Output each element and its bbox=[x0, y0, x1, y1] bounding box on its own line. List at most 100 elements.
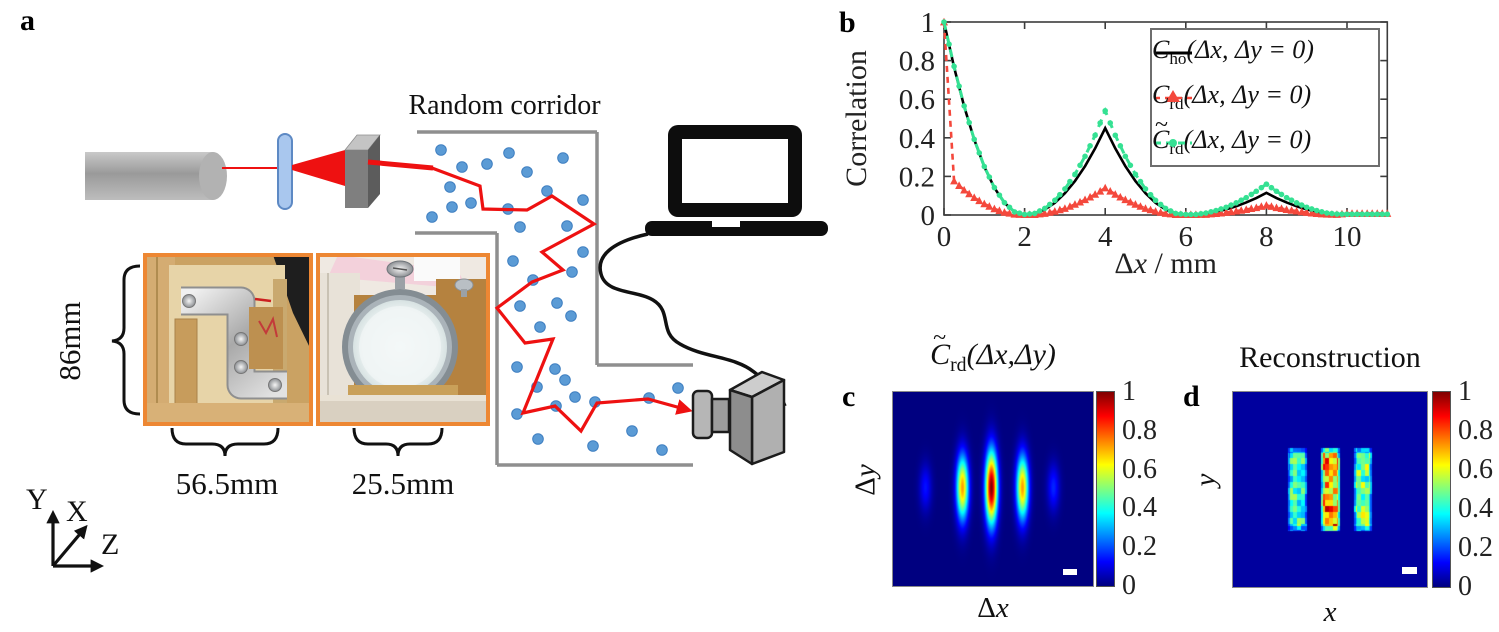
marker-dot bbox=[1198, 210, 1204, 217]
y-tick-label: 0 bbox=[921, 200, 936, 232]
marker-triangle bbox=[1302, 208, 1311, 216]
expanding-beam bbox=[292, 150, 345, 186]
marker-dot bbox=[1167, 208, 1174, 214]
marker-dot bbox=[1077, 162, 1083, 169]
colorbar-tick-label: 0 bbox=[1458, 571, 1472, 602]
marker-dot bbox=[966, 119, 972, 126]
scatterer-dot bbox=[656, 444, 668, 456]
marker-dot bbox=[1218, 206, 1224, 212]
marker-dot bbox=[1308, 206, 1315, 212]
axis-label-z: Z bbox=[101, 528, 120, 561]
brace-height bbox=[111, 264, 141, 416]
heatmap-c-ylabel: Δy bbox=[849, 464, 882, 496]
marker-triangle bbox=[1277, 204, 1286, 213]
marker-dot bbox=[1374, 211, 1381, 218]
marker-dot bbox=[1157, 201, 1164, 208]
scatterer-dot bbox=[426, 211, 438, 223]
photo2-border bbox=[316, 253, 490, 426]
marker-triangle bbox=[955, 181, 964, 189]
marker-triangle bbox=[1136, 202, 1145, 210]
scatterer-dot bbox=[577, 194, 589, 206]
dim-86mm: 86mm bbox=[52, 301, 87, 381]
marker-dot bbox=[946, 41, 952, 47]
marker-dot bbox=[1344, 211, 1350, 218]
scatterer-dot bbox=[587, 440, 599, 452]
beam-zigzag-path bbox=[431, 166, 693, 434]
scatterer-dot bbox=[541, 185, 553, 197]
marker-dot bbox=[981, 163, 988, 170]
marker-triangle bbox=[1151, 207, 1160, 215]
marker-dot bbox=[1263, 181, 1270, 187]
marker-dot bbox=[1152, 197, 1159, 204]
heatmap-d-ylabel: y bbox=[1189, 473, 1222, 487]
scalebar-c bbox=[1063, 569, 1077, 575]
marker-triangle bbox=[1005, 209, 1014, 217]
marker-dot bbox=[1031, 210, 1038, 217]
marker-dot bbox=[1364, 211, 1370, 218]
scatterer-dot bbox=[511, 408, 523, 420]
brace-corridor-width bbox=[170, 427, 280, 457]
dim-25-5mm: 25.5mm bbox=[351, 466, 455, 501]
marker-triangle bbox=[980, 199, 989, 208]
legend-row-cho: Cho(Δx, Δy = 0) bbox=[1152, 30, 1378, 75]
panel-a-letter: a bbox=[20, 4, 35, 37]
scatterer-dot bbox=[446, 201, 458, 213]
marker-triangle bbox=[1287, 206, 1296, 214]
marker-dot bbox=[1359, 211, 1365, 218]
scatterer-dot bbox=[549, 363, 561, 375]
marker-dot bbox=[1243, 194, 1250, 201]
diffuser-plate bbox=[344, 134, 381, 208]
marker-triangle bbox=[975, 196, 984, 205]
marker-dot bbox=[1041, 205, 1048, 212]
marker-dot bbox=[1193, 211, 1199, 218]
marker-triangle bbox=[1076, 197, 1085, 206]
brace-diffuser-width bbox=[352, 427, 444, 457]
marker-triangle bbox=[1282, 205, 1291, 213]
marker-dot bbox=[1092, 132, 1098, 139]
marker-dot bbox=[1369, 211, 1375, 218]
marker-dot bbox=[971, 136, 978, 143]
laser-source bbox=[85, 152, 227, 200]
laptop-icon bbox=[645, 125, 828, 236]
marker-dot bbox=[941, 19, 947, 25]
beam-into-corridor bbox=[367, 159, 434, 171]
marker-triangle bbox=[1121, 195, 1130, 204]
x-tick-label: 0 bbox=[937, 221, 952, 253]
marker-triangle bbox=[1106, 186, 1115, 195]
marker-dot bbox=[951, 63, 957, 70]
marker-dot bbox=[961, 103, 967, 109]
marker-dot bbox=[1036, 208, 1043, 214]
colorbar-tick-label: 0.4 bbox=[1122, 492, 1157, 524]
marker-dot bbox=[1172, 210, 1179, 217]
marker-triangle bbox=[1307, 208, 1316, 217]
colorbar-c bbox=[1096, 391, 1115, 587]
coordinate-axes bbox=[46, 509, 105, 573]
marker-dot bbox=[1233, 200, 1239, 206]
colorbar-d bbox=[1432, 391, 1451, 588]
marker-dot bbox=[1147, 191, 1154, 198]
reconstruction-heatmap bbox=[1232, 391, 1428, 588]
marker-dot bbox=[1112, 132, 1119, 139]
marker-dot bbox=[1273, 188, 1280, 195]
marker-triangle bbox=[965, 189, 974, 198]
beam-zigzag-polyline bbox=[431, 166, 693, 434]
scatterer-dot bbox=[532, 433, 544, 445]
marker-dot bbox=[1293, 200, 1300, 206]
corridor-walls bbox=[415, 130, 693, 467]
marker-dot bbox=[1046, 201, 1053, 208]
heatmap-d-title: Reconstruction bbox=[1239, 341, 1421, 374]
lens bbox=[277, 133, 293, 210]
marker-triangle bbox=[1086, 192, 1095, 201]
scatterer-dot bbox=[521, 166, 533, 178]
marker-dot bbox=[1288, 197, 1295, 204]
usb-cable bbox=[598, 232, 787, 407]
marker-dot bbox=[1132, 171, 1139, 178]
marker-dot bbox=[1203, 210, 1209, 216]
y-tick-label: 0.2 bbox=[899, 161, 935, 193]
marker-dot bbox=[1127, 162, 1134, 169]
camera-icon bbox=[691, 370, 786, 466]
marker-dot bbox=[991, 184, 998, 191]
x-tick-label: 4 bbox=[1098, 221, 1113, 253]
legend-row-crd: Crd(Δx, Δy = 0) bbox=[1152, 75, 1378, 120]
